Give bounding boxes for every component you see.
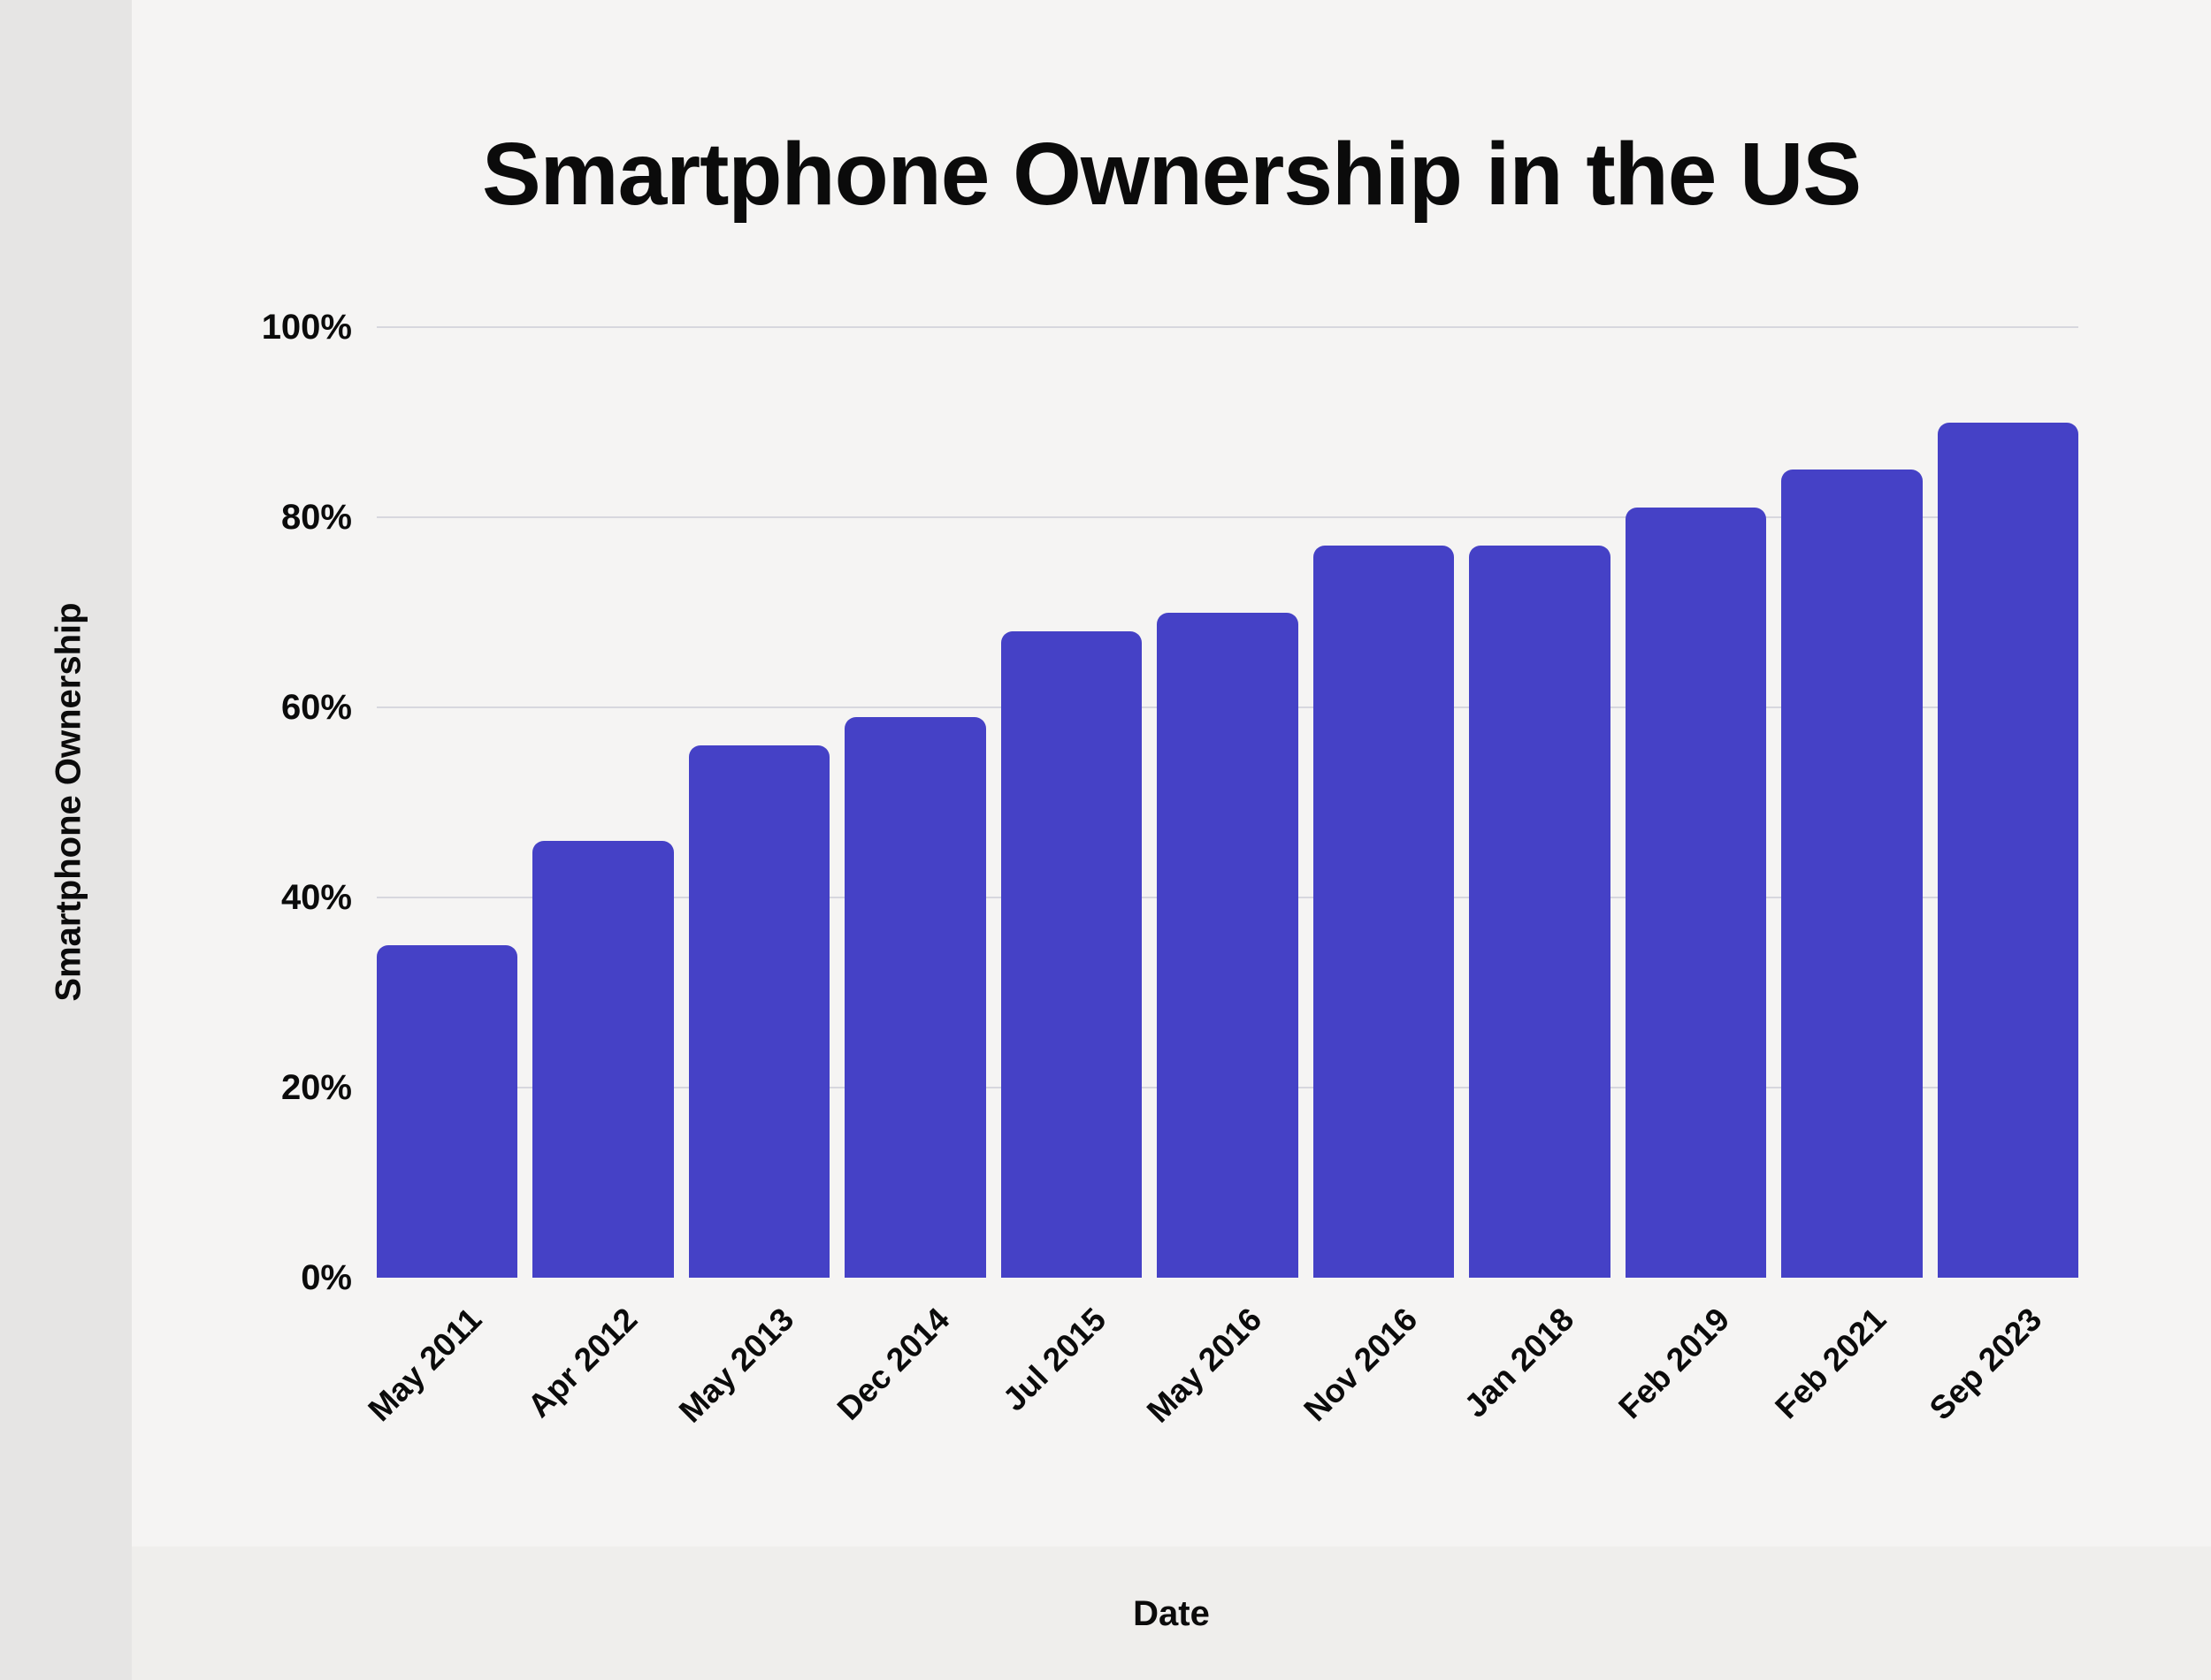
bar-Nov 2016: [1312, 546, 1455, 1278]
bar-May 2011: [377, 944, 518, 1278]
bar-Feb 2019: [1625, 508, 1767, 1278]
bar-May 2016: [1157, 612, 1298, 1278]
gridline-100%: [377, 326, 2078, 328]
y-tick-label: 40%: [280, 878, 352, 917]
bar-Dec 2014: [845, 716, 986, 1278]
y-tick-label: 60%: [280, 688, 352, 727]
y-tick-label: 0%: [301, 1258, 352, 1297]
bar-Feb 2021: [1781, 470, 1923, 1278]
bar-Apr 2012: [532, 840, 674, 1278]
bar-Jul 2015: [1000, 631, 1143, 1278]
gridline-80%: [377, 516, 2078, 518]
bar-Jan 2018: [1469, 546, 1610, 1278]
y-axis-title: Smartphone Ownership: [49, 602, 88, 1002]
bottom-band: [132, 1546, 2211, 1680]
x-axis-title: Date: [1133, 1594, 1210, 1633]
chart-title: Smartphone Ownership in the US: [481, 125, 1862, 224]
bar-Sep 2023: [1937, 422, 2078, 1278]
y-tick-label: 80%: [280, 498, 352, 537]
left-margin-strip: [0, 0, 132, 1680]
y-tick-label: 100%: [261, 308, 352, 347]
bar-May 2013: [688, 745, 830, 1278]
y-tick-label: 20%: [280, 1068, 352, 1107]
